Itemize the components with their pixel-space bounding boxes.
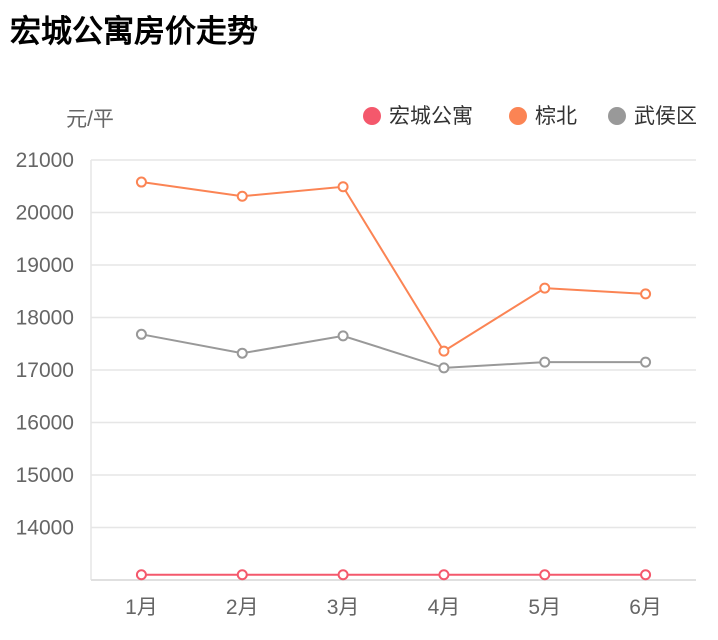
legend-label: 武侯区 bbox=[634, 105, 697, 128]
data-point bbox=[236, 347, 248, 359]
series-line-2 bbox=[141, 181, 646, 353]
data-point bbox=[337, 569, 349, 581]
legend-marker bbox=[363, 107, 381, 125]
data-point bbox=[640, 356, 652, 368]
x-tick-label: 5月 bbox=[528, 596, 561, 619]
legend-label: 宏城公寓 bbox=[389, 105, 473, 128]
data-point bbox=[640, 288, 652, 300]
x-tick-label: 6月 bbox=[629, 596, 662, 619]
data-point bbox=[640, 569, 652, 581]
x-tick-label: 4月 bbox=[428, 596, 461, 619]
legend-marker bbox=[608, 107, 626, 125]
x-tick-label: 3月 bbox=[327, 596, 360, 619]
data-point bbox=[539, 569, 551, 581]
y-tick-label: 14000 bbox=[16, 517, 74, 540]
chart-title: 宏城公寓房价走势 bbox=[10, 14, 258, 49]
data-point bbox=[236, 569, 248, 581]
data-point bbox=[236, 190, 248, 202]
data-point bbox=[438, 569, 450, 581]
series-line-3 bbox=[141, 333, 646, 369]
x-tick-label: 2月 bbox=[226, 596, 259, 619]
y-tick-label: 16000 bbox=[16, 412, 74, 435]
y-tick-label: 15000 bbox=[16, 464, 74, 487]
x-tick-label: 1月 bbox=[125, 596, 158, 619]
data-point bbox=[539, 282, 551, 294]
data-point bbox=[135, 569, 147, 581]
data-point bbox=[135, 176, 147, 188]
data-point bbox=[438, 362, 450, 374]
data-point bbox=[539, 356, 551, 368]
data-point bbox=[337, 181, 349, 193]
legend-label: 棕北 bbox=[535, 105, 577, 128]
data-point bbox=[438, 345, 450, 357]
legend-marker bbox=[509, 107, 527, 125]
y-tick-label: 21000 bbox=[16, 149, 74, 172]
y-tick-label: 17000 bbox=[16, 359, 74, 382]
data-point bbox=[337, 330, 349, 342]
y-tick-label: 20000 bbox=[16, 202, 74, 225]
y-axis-label: 元/平 bbox=[66, 108, 114, 131]
y-tick-label: 18000 bbox=[16, 307, 74, 330]
y-tick-label: 19000 bbox=[16, 254, 74, 277]
data-point bbox=[135, 328, 147, 340]
